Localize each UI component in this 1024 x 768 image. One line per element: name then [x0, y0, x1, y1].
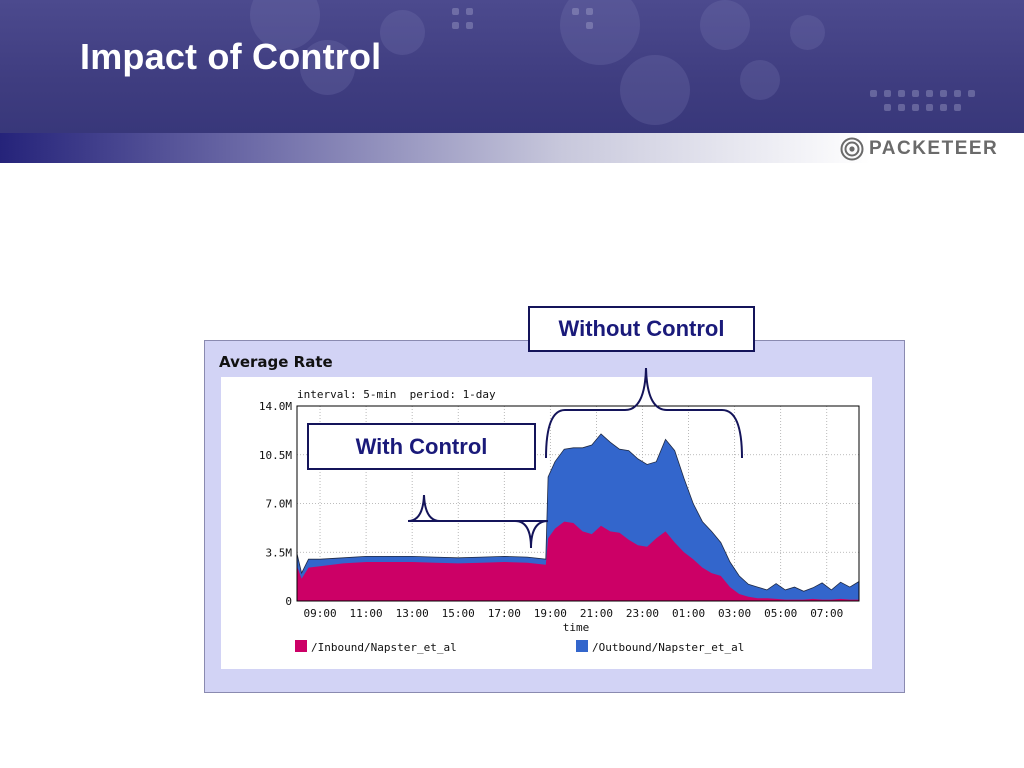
without-control-brace — [545, 367, 743, 459]
x-axis-ticks: 09:00 11:00 13:00 15:00 17:00 19:00 21:00 23:00… — [303, 607, 843, 620]
banner-decoration — [912, 104, 919, 111]
slide-title: Impact of Control — [80, 36, 382, 77]
chart-title: Average Rate — [219, 353, 333, 371]
chart-areas — [296, 433, 860, 601]
banner-decoration — [700, 0, 750, 50]
banner-decoration — [790, 15, 825, 50]
y-tick-label: 0 — [285, 595, 292, 608]
banner-decoration — [452, 22, 459, 29]
banner-decoration — [884, 90, 891, 97]
chart-legend: /Inbound/Napster_et_al/Outbound/Napster_… — [295, 640, 744, 654]
legend-outbound-label: /Outbound/Napster_et_al — [592, 641, 744, 654]
banner-decoration — [940, 104, 947, 111]
x-tick-label: 11:00 — [350, 607, 383, 620]
banner-decoration — [884, 104, 891, 111]
banner-decoration — [466, 8, 473, 15]
x-tick-label: 09:00 — [303, 607, 336, 620]
banner-decoration — [968, 90, 975, 97]
banner-decoration — [954, 90, 961, 97]
x-axis-label: time — [563, 621, 590, 634]
banner-decoration — [926, 90, 933, 97]
x-tick-label: 05:00 — [764, 607, 797, 620]
banner-decoration — [586, 8, 593, 15]
x-tick-label: 17:00 — [488, 607, 521, 620]
packeteer-logo: PACKETEER — [840, 136, 998, 162]
outbound-series-area — [297, 433, 859, 601]
x-tick-label: 13:00 — [396, 607, 429, 620]
chart-subtitle: interval: 5-min period: 1-day — [297, 388, 496, 401]
plot-frame — [296, 405, 860, 602]
packeteer-logo-icon — [840, 137, 864, 161]
packeteer-logo-text: PACKETEER — [869, 138, 999, 159]
x-tick-label: 19:00 — [534, 607, 567, 620]
with-control-brace — [407, 494, 549, 549]
y-tick-label: 7.0M — [266, 498, 293, 511]
banner-decoration — [380, 10, 425, 55]
banner-decoration — [466, 22, 473, 29]
legend-outbound-swatch — [576, 640, 588, 652]
inbound-series-area — [297, 521, 859, 601]
banner-decoration — [300, 40, 355, 95]
x-tick-label: 01:00 — [672, 607, 705, 620]
banner-decoration — [940, 90, 947, 97]
x-tick-label: 21:00 — [580, 607, 613, 620]
banner-decoration — [740, 60, 780, 100]
banner-decoration — [954, 104, 961, 111]
banner-decoration — [912, 90, 919, 97]
banner-decoration — [620, 55, 690, 125]
legend-inbound-swatch — [295, 640, 307, 652]
y-tick-label: 3.5M — [266, 546, 293, 559]
title-banner: Impact of Control — [0, 0, 1024, 133]
total-outline — [296, 433, 860, 592]
banner-decoration — [560, 0, 640, 65]
x-tick-label: 15:00 — [442, 607, 475, 620]
banner-decoration — [898, 90, 905, 97]
banner-decoration — [926, 104, 933, 111]
y-tick-label: 10.5M — [259, 449, 292, 462]
x-tick-label: 07:00 — [810, 607, 843, 620]
legend-inbound-label: /Inbound/Napster_et_al — [311, 641, 457, 654]
y-tick-label: 14.0M — [259, 400, 292, 413]
y-axis-ticks: 0 3.5M 7.0M 10.5M 14.0M — [259, 400, 292, 608]
banner-decoration — [452, 8, 459, 15]
banner-decoration — [586, 22, 593, 29]
banner-decoration — [572, 8, 579, 15]
without-control-callout: Without Control — [528, 306, 755, 352]
banner-decoration — [898, 104, 905, 111]
x-tick-label: 23:00 — [626, 607, 659, 620]
banner-decoration — [870, 90, 877, 97]
with-control-callout: With Control — [307, 423, 536, 470]
x-tick-label: 03:00 — [718, 607, 751, 620]
